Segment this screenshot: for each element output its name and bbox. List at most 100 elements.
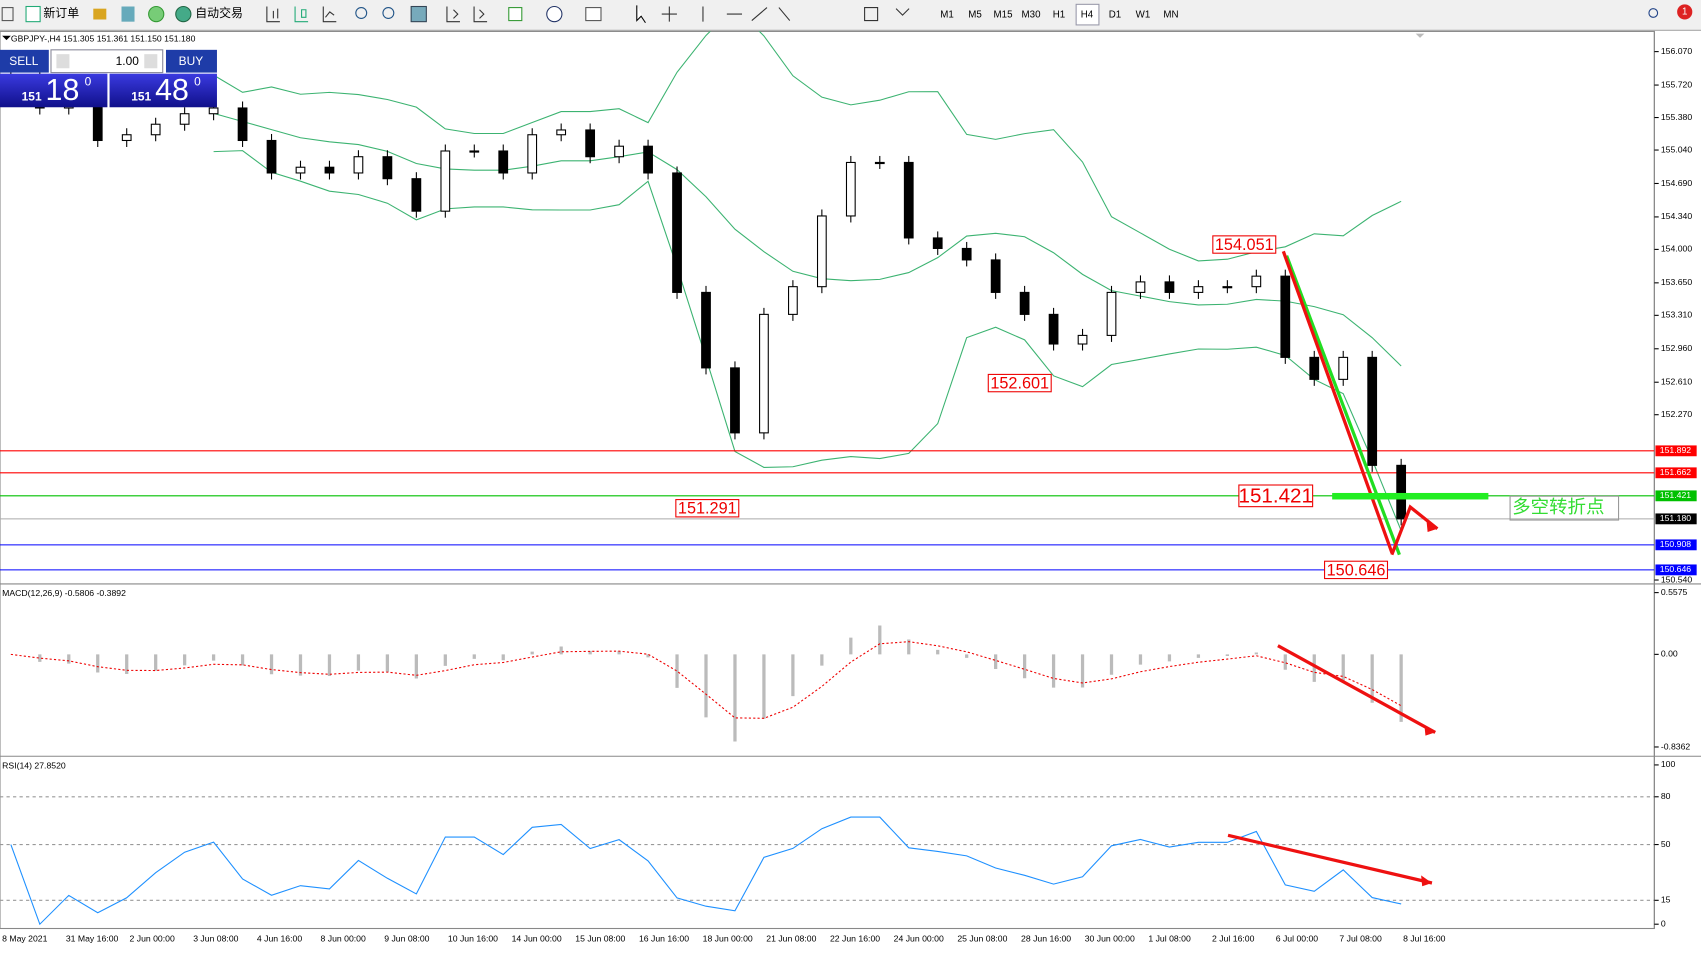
candle xyxy=(730,367,740,434)
ask-pips: 48 xyxy=(155,74,189,107)
ask-big: 151 xyxy=(131,90,151,104)
candle xyxy=(527,134,538,174)
candle xyxy=(179,113,190,125)
arrow-head xyxy=(1421,875,1432,887)
x-tick-label: 24 Jun 00:00 xyxy=(894,934,944,944)
level-tag xyxy=(1655,564,1697,576)
y-tick-label: 155.380 xyxy=(1661,112,1692,122)
bid-big: 151 xyxy=(22,90,42,104)
toolbar-icons xyxy=(1,4,1693,24)
bollinger-band xyxy=(213,31,1402,262)
chart-area xyxy=(0,30,1655,930)
y-tick-label: 0.00 xyxy=(1661,649,1678,659)
trend-line xyxy=(1281,250,1394,554)
candle xyxy=(614,145,624,158)
lot-field[interactable] xyxy=(50,49,164,74)
x-tick-label: 9 Jun 08:00 xyxy=(384,934,429,944)
y-tick-label: 154.000 xyxy=(1661,244,1692,254)
timeframe-button[interactable]: D1 xyxy=(1109,10,1121,21)
notification-badge[interactable]: 1 xyxy=(1682,6,1687,17)
toolbar-button[interactable]: 新订单 xyxy=(43,6,79,20)
candle xyxy=(556,129,567,136)
candle xyxy=(353,156,364,174)
macd-signal xyxy=(10,641,1402,719)
candle xyxy=(845,161,856,217)
level-tag-label: 150.908 xyxy=(1660,539,1691,549)
timeframe-button[interactable]: W1 xyxy=(1136,10,1151,21)
candle xyxy=(816,215,827,288)
last-price-label: 151.180 xyxy=(1660,513,1691,523)
price-annotation-box xyxy=(1238,484,1314,508)
price-annotation: 152.601 xyxy=(990,374,1049,392)
x-tick-label: 3 Jun 08:00 xyxy=(193,934,238,944)
candle xyxy=(237,107,248,142)
candle xyxy=(1367,356,1378,466)
price-annotation-box xyxy=(987,373,1052,393)
candle xyxy=(701,291,711,369)
candle xyxy=(411,178,422,212)
candle xyxy=(295,166,306,174)
price-annotation: 150.646 xyxy=(1327,561,1386,579)
candle xyxy=(324,166,335,174)
lot-value[interactable]: 1.00 xyxy=(116,54,140,68)
candle xyxy=(788,286,798,315)
level-tag xyxy=(1655,539,1697,551)
arrow-head xyxy=(1426,521,1438,532)
x-tick-label: 25 Jun 08:00 xyxy=(957,934,1007,944)
candle xyxy=(1396,464,1407,520)
timeframe-button[interactable]: M30 xyxy=(1022,10,1042,21)
candle xyxy=(1338,356,1349,380)
x-tick-label: 31 May 16:00 xyxy=(66,934,119,944)
candle xyxy=(382,156,393,180)
timeframe-button[interactable]: M1 xyxy=(940,10,954,21)
chart-header: GBPJPY-,H4 151.305 151.361 151.150 151.1… xyxy=(11,33,196,43)
level-tag-label: 151.421 xyxy=(1660,490,1691,500)
x-tick-label: 2 Jun 00:00 xyxy=(130,934,175,944)
main-panel xyxy=(0,31,1655,571)
bid-box[interactable] xyxy=(0,73,108,108)
timeframe-button[interactable]: M5 xyxy=(968,10,982,21)
y-tick-label: 0.5575 xyxy=(1661,587,1688,597)
y-tick-label: 155.720 xyxy=(1661,79,1692,89)
buy-label[interactable]: BUY xyxy=(179,54,204,68)
price-annotation-box xyxy=(1212,235,1277,254)
rsi-line xyxy=(10,816,1402,926)
x-tick-label: 8 Jun 00:00 xyxy=(321,934,366,944)
toolbar-button[interactable]: 自动交易 xyxy=(195,6,243,20)
x-tick-label: 22 Jun 16:00 xyxy=(830,934,880,944)
x-tick-label: 15 Jun 08:00 xyxy=(575,934,625,944)
price-annotation-box xyxy=(1324,560,1389,580)
turning-point-label: 多空转折点 xyxy=(1512,496,1604,517)
bid-fraction: 0 xyxy=(85,75,92,89)
sell-label[interactable]: SELL xyxy=(9,54,39,68)
toolbar xyxy=(0,0,1701,31)
turning-box xyxy=(1509,495,1620,521)
candle xyxy=(759,313,769,434)
timeframes: M1 M5 M15 M30 H1 H4 D1 W1 MN xyxy=(940,3,1179,26)
x-tick-label: 4 Jun 16:00 xyxy=(257,934,302,944)
rsi-panel xyxy=(0,796,1655,926)
candle xyxy=(1019,291,1030,315)
candle xyxy=(121,134,132,142)
timeframe-button[interactable]: H4 xyxy=(1081,10,1094,21)
price-annotation-box xyxy=(675,499,740,518)
sell-button[interactable] xyxy=(0,49,49,73)
x-tick-label: 1 Jul 08:00 xyxy=(1148,934,1191,944)
candle xyxy=(672,172,682,293)
level-tag-label: 151.662 xyxy=(1660,467,1691,477)
arrow xyxy=(1227,833,1433,885)
ask-box[interactable] xyxy=(109,73,217,108)
y-tick-label: 150.540 xyxy=(1661,574,1692,584)
candle xyxy=(1280,275,1291,358)
macd-header: MACD(12,26,9) -0.5806 -0.3892 xyxy=(2,588,126,598)
timeframe-button[interactable]: M15 xyxy=(994,10,1014,21)
y-tick-label: 100 xyxy=(1661,759,1676,769)
candle xyxy=(1135,281,1146,293)
timeframe-button[interactable]: H1 xyxy=(1053,10,1065,21)
price-annotation: 154.051 xyxy=(1215,236,1274,254)
candle xyxy=(1193,286,1204,293)
candle xyxy=(874,161,885,165)
x-tick-label: 18 Jun 00:00 xyxy=(703,934,753,944)
timeframe-button[interactable]: MN xyxy=(1163,10,1178,21)
buy-button[interactable] xyxy=(165,49,217,73)
